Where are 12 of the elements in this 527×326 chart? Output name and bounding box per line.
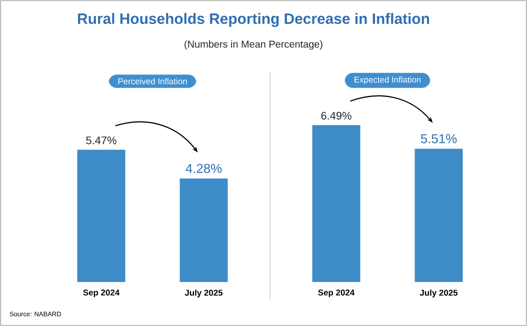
x-tick-label: July 2025	[420, 290, 458, 298]
data-label: 6.49%	[321, 112, 352, 120]
chart-title: Perceived Inflation	[118, 78, 187, 84]
text: (Numbers in Mean Percentage)	[184, 40, 322, 50]
chart-title: Expected Inflation	[354, 76, 421, 84]
data-label: 5.51%	[420, 134, 457, 144]
x-tick-label: Sep 2024	[83, 290, 120, 298]
data-label: 4.28%	[186, 164, 222, 174]
x-tick-label: July 2025	[184, 290, 223, 298]
text: Rural Households Reporting Decrease in Inflation	[78, 13, 430, 27]
data-label: 5.47%	[86, 136, 116, 144]
x-tick-label: Sep 2024	[318, 290, 355, 298]
